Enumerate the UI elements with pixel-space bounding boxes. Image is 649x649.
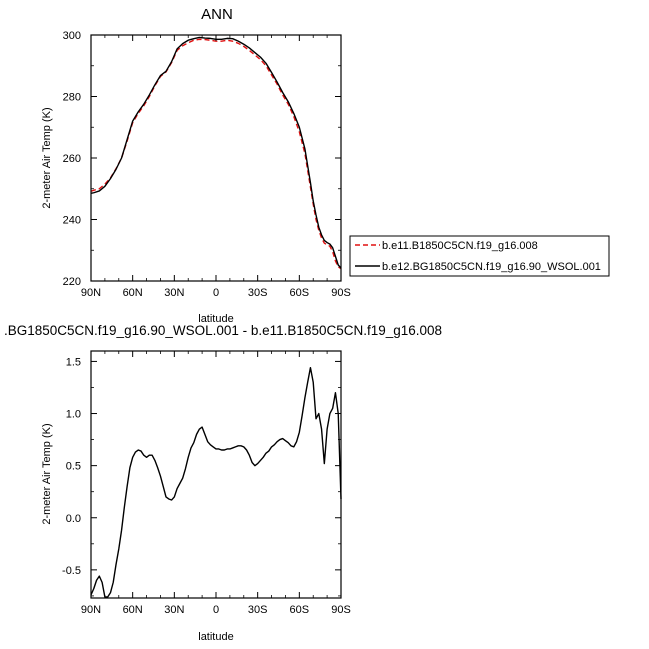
- bottom-ytick-label: -0.5: [62, 565, 81, 577]
- bottom-xtick-label: 30N: [164, 604, 184, 616]
- top-xtick-label: 90S: [331, 287, 351, 299]
- top-xtick-label: 30N: [164, 287, 184, 299]
- bottom-xtick-label: 90S: [331, 604, 351, 616]
- bottom-ytick-label: 1.5: [66, 356, 81, 368]
- bottom-xtick-label: 60S: [290, 604, 310, 616]
- top-chart-frame: [90, 34, 342, 282]
- legend-label-black: b.e12.BG1850C5CN.f19_g16.90_WSOL.001: [382, 261, 601, 273]
- top-chart-ticks: 90N 60N 30N 0 30S 60S 90S 220 240 260 280 300: [63, 30, 351, 299]
- bottom-chart-title: .BG1850C5CN.f19_g16.90_WSOL.001 - b.e11.…: [4, 323, 442, 338]
- top-series-line-0: [90, 38, 342, 270]
- legend-box: [349, 235, 610, 277]
- top-xtick-label: 0: [213, 287, 219, 299]
- bottom-chart-ylabel: 2-meter Air Temp (K): [41, 423, 53, 524]
- legend-label-red: b.e11.B1850C5CN.f19_g16.008: [382, 240, 538, 252]
- bottom-series-line-0: [90, 366, 342, 598]
- top-chart-xlabel: latitude: [198, 313, 233, 325]
- legend: b.e11.B1850C5CN.f19_g16.008 b.e12.BG1850…: [349, 235, 610, 277]
- bottom-chart-xlabel: latitude: [198, 631, 233, 643]
- top-chart-lines: [90, 36, 342, 270]
- bottom-chart-ticks: 90N 60N 30N 0 30S 60S 90S -0.5 0.0 0.5 1.0 1.5: [62, 351, 351, 616]
- top-chart: ANN 90N 60N 30N 0 30S 60S 90S 220 240 260 280 300 2…: [41, 6, 351, 325]
- top-xtick-label: 60N: [123, 287, 143, 299]
- bottom-ytick-label: 0.0: [66, 513, 81, 525]
- bottom-xtick-label: 30S: [248, 604, 268, 616]
- top-xtick-label: 60S: [290, 287, 310, 299]
- bottom-xtick-label: 60N: [123, 604, 143, 616]
- top-ytick-label: 240: [63, 215, 81, 227]
- top-xtick-label: 30S: [248, 287, 268, 299]
- bottom-ytick-label: 1.0: [66, 409, 81, 421]
- top-ytick-label: 260: [63, 153, 81, 165]
- top-chart-ylabel: 2-meter Air Temp (K): [41, 107, 53, 208]
- top-chart-title: ANN: [201, 6, 233, 23]
- bottom-ytick-label: 0.5: [66, 461, 81, 473]
- bottom-xtick-label: 0: [213, 604, 219, 616]
- top-ytick-label: 300: [63, 30, 81, 42]
- top-series-line-1: [90, 36, 342, 269]
- top-ytick-label: 280: [63, 92, 81, 104]
- bottom-xtick-label: 90N: [81, 604, 101, 616]
- top-xtick-label: 90N: [81, 287, 101, 299]
- bottom-chart: .BG1850C5CN.f19_g16.90_WSOL.001 - b.e11.…: [4, 323, 442, 643]
- bottom-chart-lines: [90, 366, 342, 598]
- top-ytick-label: 220: [63, 276, 81, 288]
